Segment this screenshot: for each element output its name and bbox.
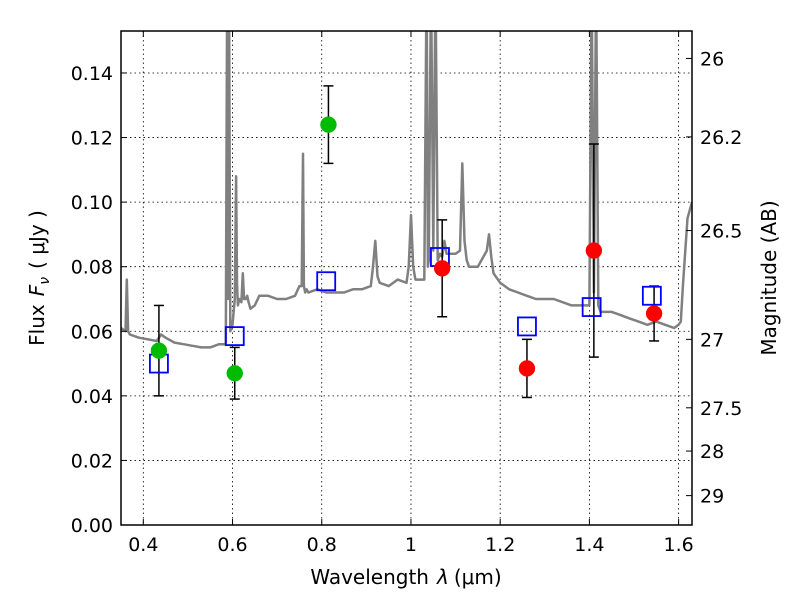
- red-circle-point: [645, 305, 663, 322]
- y2-tick-label: 27.5: [700, 398, 742, 420]
- model-square-point: [316, 271, 337, 292]
- y-tick-label: 0.14: [71, 63, 113, 85]
- y-tick-label: 0.00: [71, 515, 113, 537]
- plot-frame: [120, 30, 693, 526]
- y-tick-label: 0.10: [71, 192, 113, 214]
- y-tick-label: 0.04: [71, 386, 113, 408]
- green-circle-point: [320, 116, 337, 133]
- green-circle-point: [226, 364, 244, 382]
- model-square-point: [224, 326, 245, 347]
- y-tick-label: 0.12: [71, 128, 113, 150]
- model-square-point: [517, 316, 537, 337]
- green-circle-point: [150, 342, 168, 359]
- red-circle-point: [585, 242, 603, 259]
- y2-tick-label: 26.2: [700, 127, 742, 149]
- y-tick-label: 0.06: [71, 321, 113, 343]
- y2-tick-label: 26.5: [700, 221, 742, 243]
- red-circle-point: [518, 360, 536, 377]
- y-axis-label: FluxFν( μJy ): [25, 210, 53, 346]
- x-tick-label: 1.2: [485, 534, 515, 556]
- x-tick-label: 0.4: [128, 534, 158, 556]
- x-tick-label: 1: [405, 534, 417, 556]
- model-square-point: [641, 285, 662, 306]
- y-tick-label: 0.02: [71, 450, 113, 472]
- y2-tick-label: 28: [700, 441, 724, 463]
- model-square-point: [581, 297, 602, 317]
- x-tick-label: 1.4: [574, 534, 604, 556]
- ticks: 0.4 0.6 0.8 1 1.2 1.4 1.6 0.00 0.02 0.04 0.06 0.08 0…: [71, 31, 742, 556]
- y-tick-label: 0.08: [71, 257, 113, 279]
- red-circle-point: [433, 260, 451, 277]
- x-tick-label: 0.8: [307, 534, 337, 556]
- y2-tick-label: 27: [700, 329, 724, 351]
- x-tick-label: 0.6: [217, 534, 247, 556]
- y2-axis-label: Magnitude (AB): [757, 200, 781, 355]
- y2-tick-label: 29: [700, 486, 724, 508]
- data-layer: [121, 31, 692, 400]
- y2-tick-label: 26: [700, 48, 724, 70]
- x-axis-label: Wavelength λ (μm): [310, 565, 501, 589]
- x-tick-label: 1.6: [664, 534, 694, 556]
